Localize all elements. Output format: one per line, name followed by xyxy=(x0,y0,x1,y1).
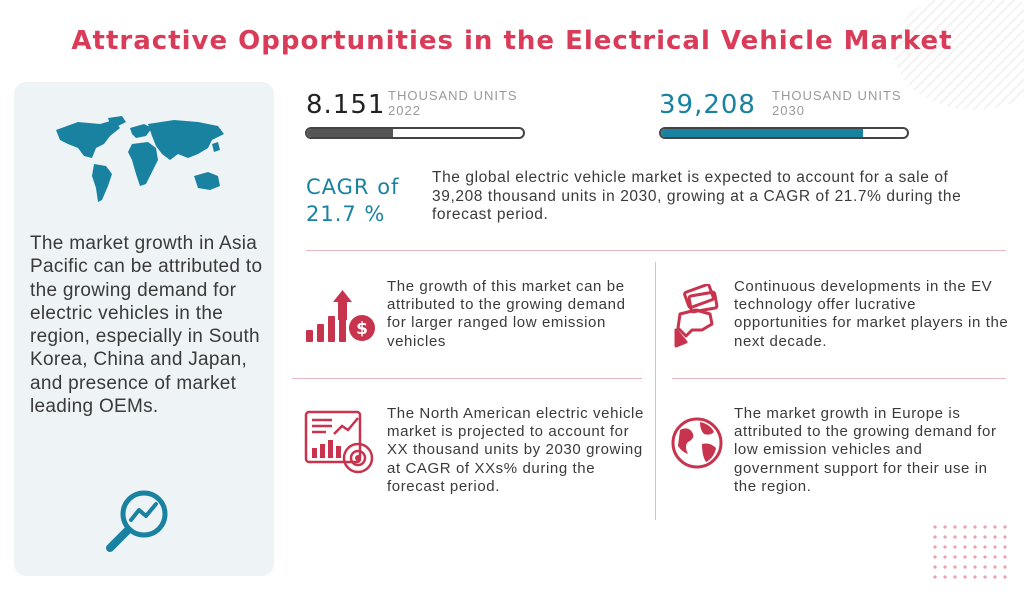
divider xyxy=(292,378,642,379)
divider xyxy=(655,262,656,520)
divider xyxy=(672,378,1006,379)
world-map-icon xyxy=(56,116,224,202)
page-title: Attractive Opportunities in the Electric… xyxy=(71,26,953,56)
corner-decoration xyxy=(894,0,1024,110)
dashboard-analytics-icon xyxy=(304,410,374,474)
cagr-label: CAGR of xyxy=(306,175,400,199)
stat-unit-2030: THOUSAND UNITS 2030 xyxy=(772,88,902,118)
stat-unit-label: THOUSAND UNITS xyxy=(388,88,518,103)
stat-unit-label: THOUSAND UNITS xyxy=(772,88,902,103)
globe-icon xyxy=(671,417,723,469)
stat-year: 2022 xyxy=(388,103,421,118)
stat-year: 2030 xyxy=(772,103,805,118)
dot-pattern-decoration xyxy=(930,522,1010,580)
growth-chart-dollar-icon: $ xyxy=(306,290,375,342)
progress-fill-2022 xyxy=(307,129,394,137)
cagr-block: CAGR of 21.7 % xyxy=(306,174,399,228)
stat-value-2022: 8.151 xyxy=(306,90,386,120)
stat-unit-2022: THOUSAND UNITS 2022 xyxy=(388,88,518,118)
stat-value-2030: 39,208 xyxy=(659,90,756,120)
progress-fill-2030 xyxy=(661,129,863,137)
cagr-value: 21.7 % xyxy=(306,202,386,226)
hand-money-icon xyxy=(674,284,719,348)
card-north-america: The North American electric vehicle mark… xyxy=(387,405,644,495)
svg-text:$: $ xyxy=(356,319,368,339)
cagr-description: The global electric vehicle market is ex… xyxy=(432,169,962,223)
asia-pacific-text: The market growth in Asia Pacific can be… xyxy=(30,233,263,418)
card-market-growth: The growth of this market can be attribu… xyxy=(387,278,626,350)
magnifier-chart-icon xyxy=(106,490,168,552)
card-europe: The market growth in Europe is attribute… xyxy=(734,405,997,495)
card-ev-technology: Continuous developments in the EV techno… xyxy=(734,278,1009,350)
divider xyxy=(306,250,1006,251)
progress-bar-2030 xyxy=(659,127,909,139)
progress-bar-2022 xyxy=(305,127,525,139)
